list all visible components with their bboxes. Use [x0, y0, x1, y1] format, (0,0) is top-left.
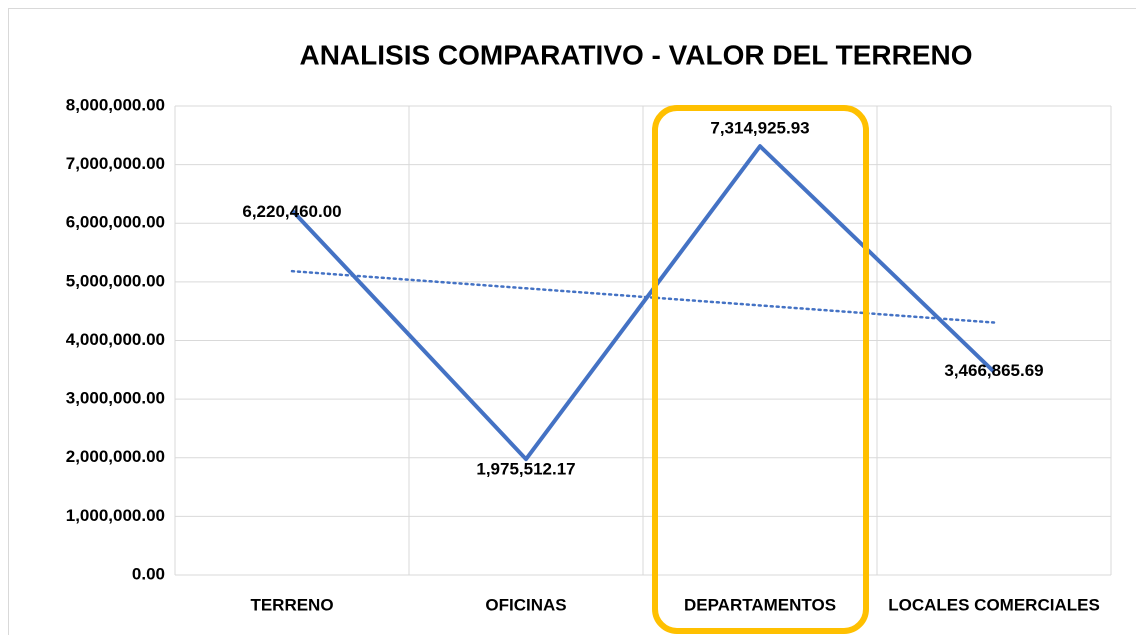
y-tick-label: 5,000,000.00 [66, 271, 165, 290]
data-label: 3,466,865.69 [944, 361, 1043, 380]
x-tick-label: OFICINAS [485, 595, 566, 614]
data-label: 7,314,925.93 [710, 119, 809, 138]
data-label: 6,220,460.00 [242, 202, 341, 221]
y-tick-label: 3,000,000.00 [66, 389, 165, 408]
highlight-box [652, 105, 869, 634]
data-label: 1,975,512.17 [476, 460, 575, 479]
y-tick-label: 0.00 [132, 564, 165, 583]
y-tick-label: 6,000,000.00 [66, 213, 165, 232]
chart-border [8, 8, 1136, 635]
y-tick-label: 2,000,000.00 [66, 447, 165, 466]
chart-title: ANALISIS COMPARATIVO - VALOR DEL TERRENO [299, 39, 972, 70]
y-tick-label: 7,000,000.00 [66, 154, 165, 173]
y-tick-label: 1,000,000.00 [66, 506, 165, 525]
y-tick-label: 4,000,000.00 [66, 330, 165, 349]
x-tick-label: TERRENO [250, 595, 333, 614]
x-tick-label: LOCALES COMERCIALES [888, 595, 1100, 614]
x-tick-label: DEPARTAMENTOS [684, 595, 836, 614]
line-series [290, 144, 996, 462]
y-tick-label: 8,000,000.00 [66, 95, 165, 114]
